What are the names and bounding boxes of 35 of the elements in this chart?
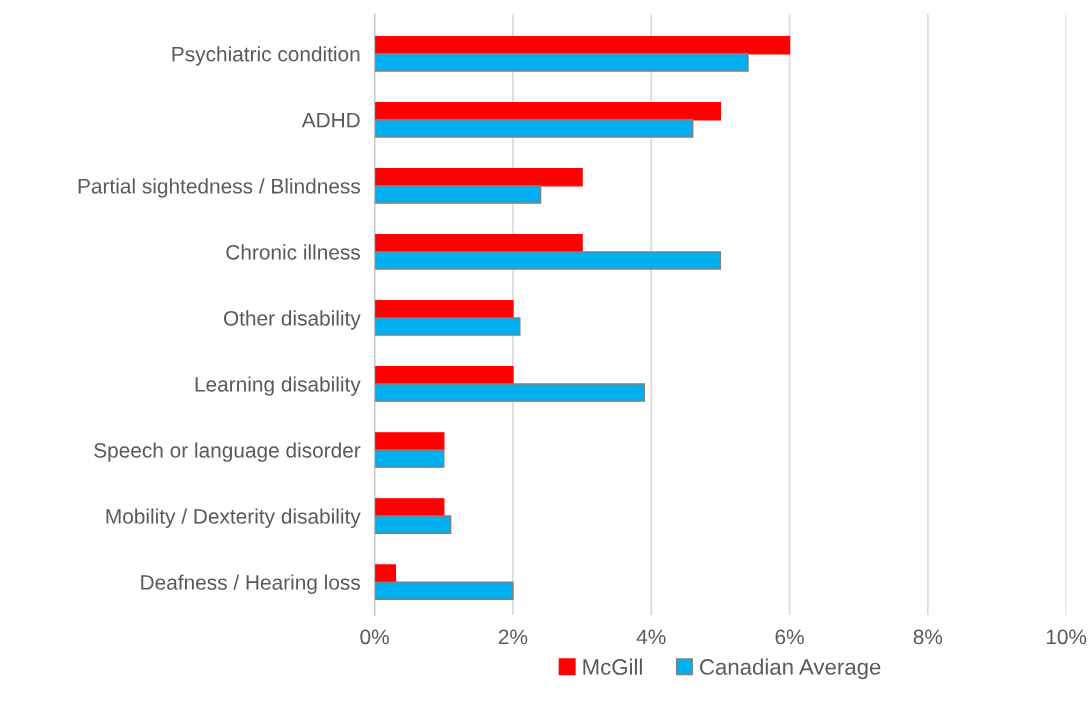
x-tick-label: 6%: [775, 629, 804, 645]
bar: [374, 366, 514, 385]
x-tick-label: 10%: [1046, 629, 1087, 645]
bar: [374, 119, 694, 138]
x-tick-label: 4%: [636, 629, 666, 645]
bar: [374, 300, 514, 319]
bar: [374, 167, 583, 187]
bar: [374, 498, 445, 517]
bar: [374, 251, 722, 270]
bar: [374, 449, 445, 468]
y-tick-label: Chronic illness: [226, 244, 360, 260]
legend-label: McGill: [583, 658, 642, 675]
x-tick-label: 8%: [913, 629, 943, 645]
bar: [374, 317, 521, 336]
bar: [374, 383, 646, 402]
bar: [374, 564, 397, 583]
bar: [374, 581, 514, 600]
bar: [374, 432, 445, 451]
y-tick-label: Speech or language disorder: [94, 442, 361, 462]
bar: [374, 185, 542, 204]
y-tick-label: Psychiatric condition: [172, 46, 360, 66]
y-tick-label: Partial sightedness / Blindness: [78, 178, 360, 198]
x-tick-label: 2%: [498, 629, 528, 645]
bar: [374, 101, 722, 121]
bar: [374, 53, 749, 72]
bar: [374, 515, 452, 534]
y-tick-label: Deafness / Hearing loss: [141, 574, 360, 594]
legend-label: Canadian Average: [700, 658, 881, 680]
y-tick-label: Learning disability: [195, 376, 361, 396]
x-tick-label: 0%: [360, 629, 389, 645]
y-tick-label: Other disability: [223, 310, 361, 330]
y-tick-label: Mobility / Dexterity disability: [106, 508, 361, 528]
bar: [374, 234, 583, 253]
y-tick-label: ADHD: [301, 113, 360, 128]
bar: [374, 35, 791, 55]
